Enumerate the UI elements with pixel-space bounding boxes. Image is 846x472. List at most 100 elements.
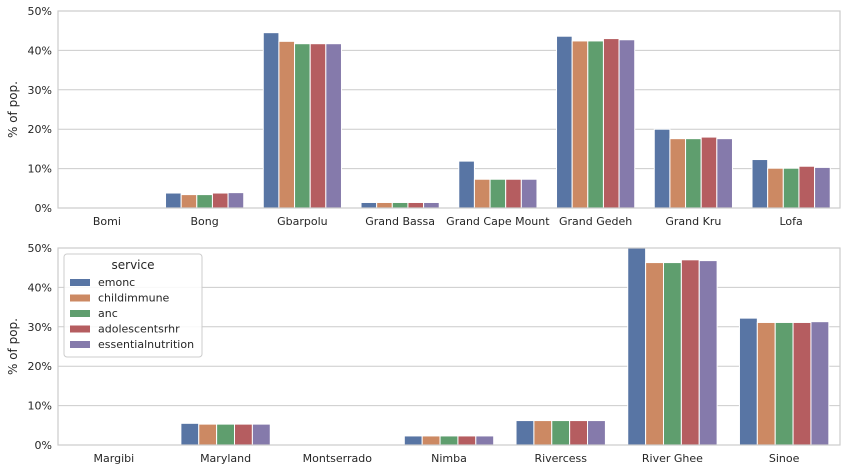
y-tick-label: 20% [28, 123, 52, 136]
bar-emonc-bong [165, 192, 182, 209]
x-tick-label: Maryland [200, 452, 251, 465]
bar-emonc-rivercess [515, 420, 535, 446]
legend-swatch-childimmune [70, 294, 90, 302]
bar-adolescentsrhr-grand-cape-mount [505, 178, 522, 209]
bar-adolescentsrhr-grand-gedeh [602, 38, 620, 209]
legend-swatch-adolescentsrhr [70, 325, 90, 333]
bar-anc-grand-gedeh [587, 40, 604, 209]
bar-essentialnutrition-sinoe [810, 321, 830, 446]
bar-childimmune-gbarpolu [278, 40, 296, 209]
bar-adolescentsrhr-river-ghee [680, 259, 700, 446]
bar-childimmune-lofa [767, 167, 784, 209]
bar-essentialnutrition-grand-kru [716, 138, 733, 209]
y-tick-label: 30% [28, 321, 52, 334]
bar-childimmune-grand-cape-mount [473, 178, 491, 209]
plot-frame [57, 10, 841, 209]
bar-essentialnutrition-gbarpolu [325, 43, 342, 209]
y-tick-label: 40% [28, 44, 52, 57]
bar-adolescentsrhr-grand-bassa [407, 201, 425, 209]
bar-essentialnutrition-grand-cape-mount [520, 178, 538, 209]
bar-anc-river-ghee [662, 262, 682, 446]
bar-essentialnutrition-grand-gedeh [618, 39, 636, 209]
legend-label-emonc: emonc [98, 276, 135, 289]
x-tick-label: Bomi [93, 215, 121, 228]
bar-emonc-river-ghee [627, 247, 647, 446]
y-tick-label: 20% [28, 360, 52, 373]
bar-childimmune-bong [180, 194, 198, 209]
x-tick-label: Montserrado [303, 452, 373, 465]
bar-adolescentsrhr-grand-kru [700, 136, 718, 209]
x-tick-label: Grand Gedeh [559, 215, 632, 228]
bar-adolescentsrhr-nimba [457, 435, 477, 446]
bar-adolescentsrhr-lofa [798, 165, 816, 209]
bar-emonc-sinoe [738, 317, 758, 446]
bar-adolescentsrhr-bong [211, 192, 229, 209]
legend: service emonc childimmune anc adolescentsrhr… [63, 253, 203, 358]
legend-label-adolescentsrhr: adolescentsrhr [98, 323, 180, 336]
legend-title: service [112, 258, 155, 272]
x-tick-label: Gbarpolu [277, 215, 328, 228]
x-tick-label: Sinoe [769, 452, 800, 465]
bar-adolescentsrhr-maryland [234, 423, 253, 446]
y-tick-label: 40% [28, 281, 52, 294]
bar-adolescentsrhr-sinoe [792, 321, 812, 446]
bar-anc-rivercess [551, 420, 571, 446]
bar-emonc-gbarpolu [262, 32, 280, 209]
x-tick-label: Grand Bassa [365, 215, 435, 228]
legend-box [63, 253, 203, 358]
x-tick-label: Bong [191, 215, 219, 228]
bar-adolescentsrhr-rivercess [569, 420, 589, 446]
bar-essentialnutrition-grand-bassa [423, 201, 440, 209]
bar-emonc-grand-cape-mount [458, 160, 475, 209]
bar-adolescentsrhr-gbarpolu [309, 43, 327, 209]
chart-panel-1: 0% 10% 20% 30% 40% 50% Bomi Bong Gbarpolu Grand B… [6, 5, 841, 228]
bar-anc-grand-bassa [391, 201, 409, 209]
bar-childimmune-maryland [198, 423, 218, 446]
legend-label-childimmune: childimmune [98, 292, 170, 305]
y-tick-label: 10% [28, 400, 52, 413]
bar-anc-grand-kru [685, 138, 702, 209]
bar-emonc-grand-gedeh [556, 35, 573, 209]
legend-swatch-emonc [70, 279, 90, 286]
x-tick-label: Grand Kru [665, 215, 721, 228]
y-tick-label: 0% [35, 439, 52, 452]
bar-essentialnutrition-maryland [251, 423, 271, 446]
y-tick-label: 0% [35, 202, 52, 215]
y-axis-label: % of pop. [6, 81, 20, 138]
bar-anc-gbarpolu [294, 43, 311, 209]
legend-swatch-essentialnutrition [70, 341, 90, 348]
bar-emonc-lofa [751, 159, 769, 209]
legend-label-essentialnutrition: essentialnutrition [98, 338, 194, 351]
bar-anc-grand-cape-mount [489, 178, 507, 209]
x-tick-label: Nimba [431, 452, 467, 465]
x-tick-label: Grand Cape Mount [446, 215, 550, 228]
bar-anc-sinoe [774, 321, 794, 446]
bar-essentialnutrition-nimba [475, 435, 495, 446]
bar-essentialnutrition-rivercess [587, 420, 606, 446]
bar-anc-nimba [439, 435, 459, 446]
bar-childimmune-nimba [421, 435, 441, 446]
bar-childimmune-grand-bassa [376, 201, 393, 209]
y-tick-label: 50% [28, 242, 52, 255]
bar-essentialnutrition-river-ghee [698, 260, 718, 446]
x-tick-label: River Ghee [642, 452, 703, 465]
x-tick-label: Margibi [94, 452, 135, 465]
y-tick-label: 50% [28, 5, 52, 18]
bar-childimmune-grand-gedeh [571, 40, 589, 209]
bar-anc-bong [196, 194, 213, 209]
chart-panel-2: 0% 10% 20% 30% 40% 50% Margibi Maryland Montserr… [6, 242, 841, 465]
bar-emonc-nimba [403, 435, 423, 446]
bar-essentialnutrition-lofa [814, 166, 831, 209]
x-tick-label: Lofa [779, 215, 802, 228]
bar-emonc-grand-kru [653, 128, 671, 209]
plot-frame [57, 247, 841, 446]
bar-childimmune-grand-kru [669, 138, 687, 209]
legend-swatch-anc [70, 310, 90, 317]
bar-emonc-grand-bassa [360, 201, 378, 209]
bar-childimmune-sinoe [756, 321, 776, 446]
bar-anc-lofa [782, 167, 800, 209]
bar-essentialnutrition-bong [227, 192, 245, 209]
legend-label-anc: anc [98, 307, 118, 320]
bar-childimmune-river-ghee [645, 262, 664, 446]
